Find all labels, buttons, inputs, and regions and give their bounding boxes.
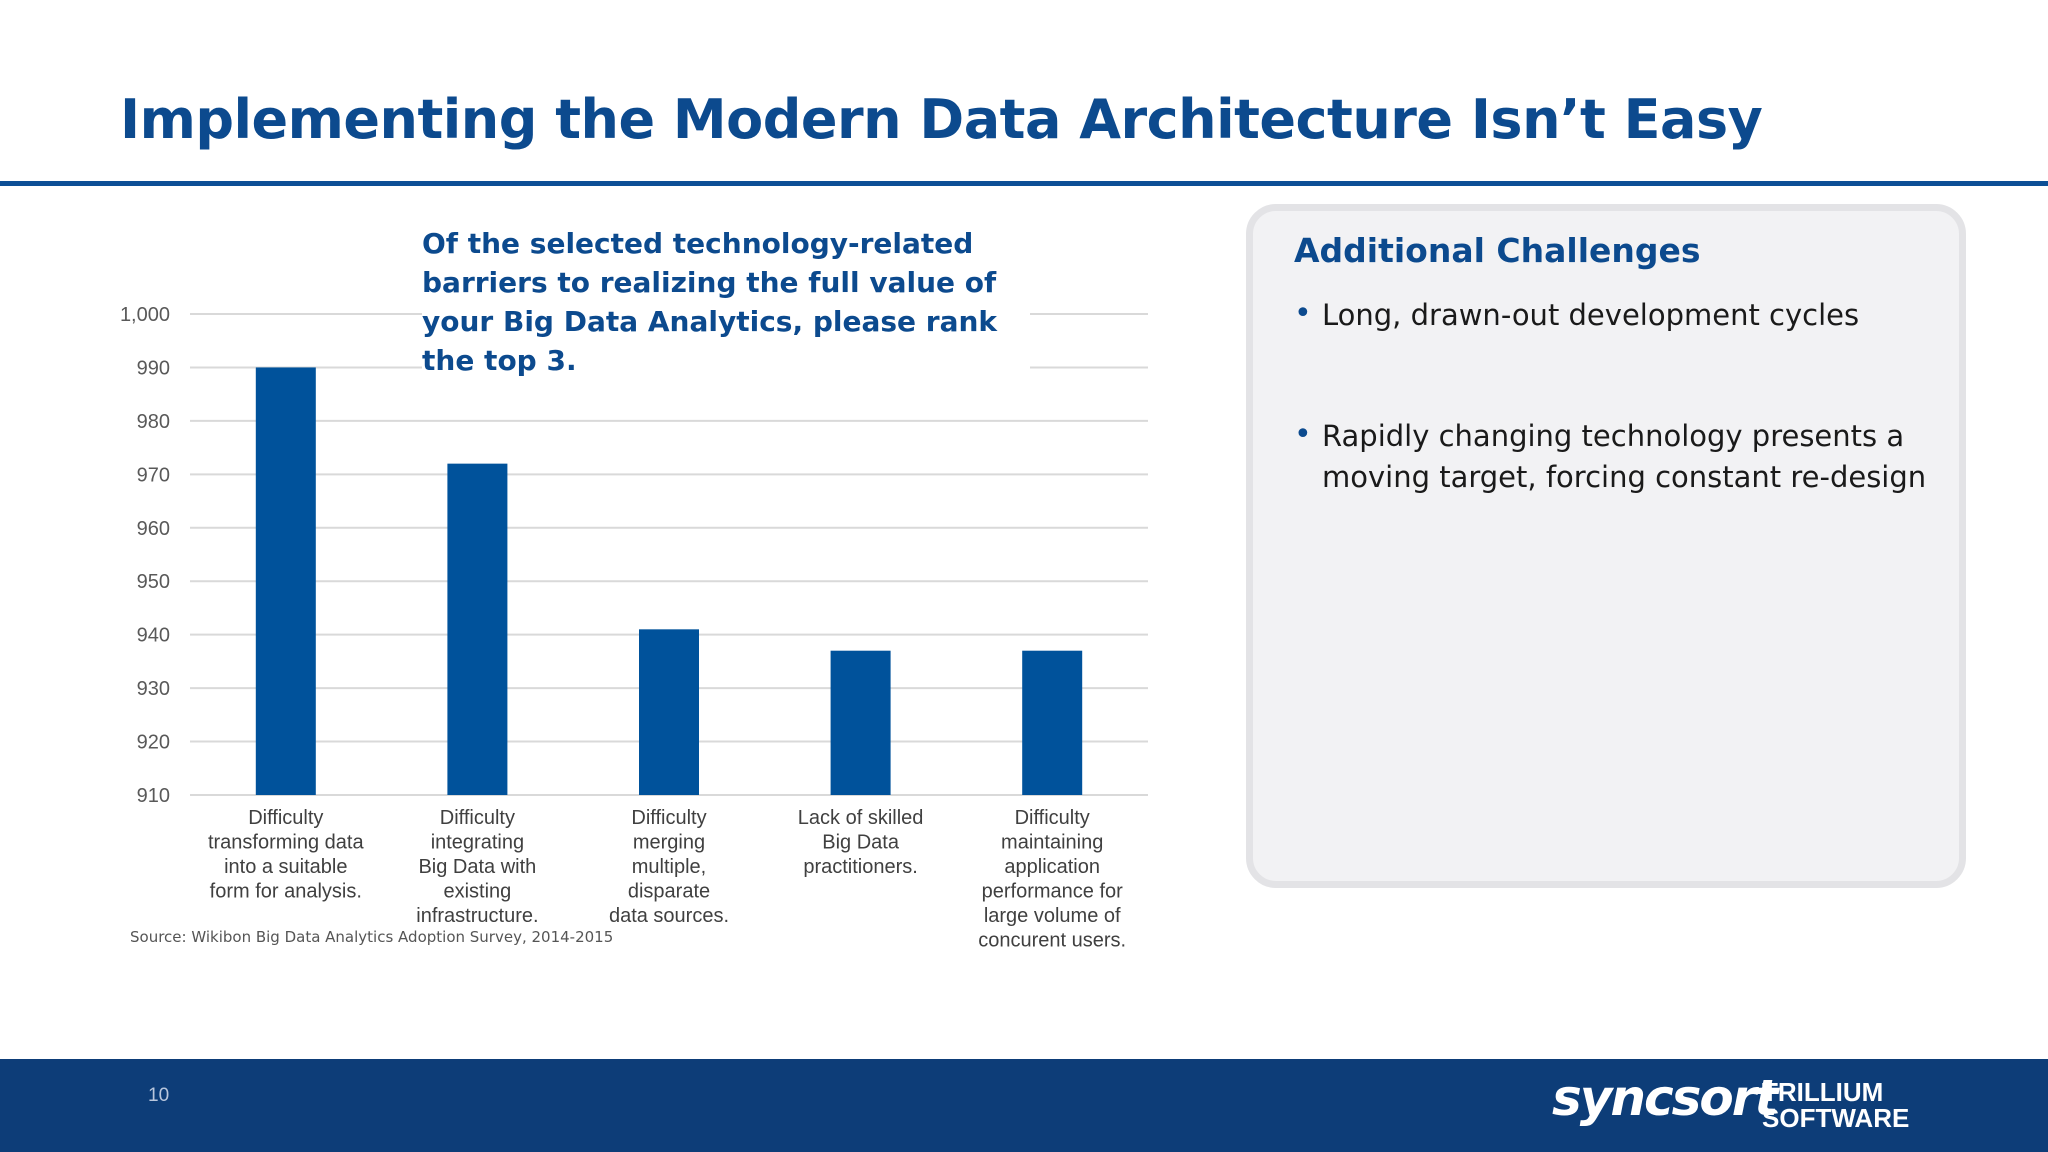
syncsort-logo: syncsort [1552, 1069, 1778, 1127]
y-tick-label: 950 [137, 571, 170, 593]
bullet-dot-icon: • [1294, 417, 1312, 452]
x-category-label: Big Data with [418, 856, 536, 878]
challenge-text: Rapidly changing technology presents a m… [1322, 419, 1927, 494]
y-tick-label: 980 [137, 411, 170, 433]
x-category-label: concurent users. [978, 930, 1126, 952]
y-tick-label: 910 [137, 785, 170, 807]
bar [639, 629, 699, 795]
trillium-software-logo: TRILLIUM SOFTWARE [1762, 1079, 1962, 1131]
x-category-label: practitioners. [803, 856, 918, 878]
panel-title: Additional Challenges [1294, 231, 1701, 270]
x-category-label: form for analysis. [210, 881, 362, 903]
x-category-label: data sources. [609, 905, 729, 927]
x-category-label: existing [443, 881, 511, 903]
y-tick-label: 990 [137, 357, 170, 379]
y-tick-label: 940 [137, 625, 170, 647]
challenge-text: Long, drawn-out development cycles [1322, 298, 1860, 332]
bar [830, 650, 891, 795]
challenge-bullet: • Long, drawn-out development cycles [1294, 295, 1934, 336]
source-note: Source: Wikibon Big Data Analytics Adopt… [130, 928, 614, 946]
x-category-label: performance for [982, 881, 1124, 903]
x-category-label: Difficulty [631, 807, 706, 829]
y-tick-label: 930 [137, 678, 170, 700]
x-category-label: Big Data [822, 832, 900, 854]
x-category-label: transforming data [208, 832, 365, 854]
y-tick-label: 960 [137, 518, 170, 540]
slide-title: Implementing the Modern Data Architectur… [120, 88, 1763, 151]
x-category-label: disparate [628, 881, 710, 903]
page-number: 10 [148, 1085, 170, 1106]
x-category-label: large volume of [984, 905, 1121, 927]
y-tick-label: 920 [137, 732, 170, 754]
trillium-logo-line1: TRILLIUM [1762, 1077, 1884, 1107]
x-category-label: maintaining [1001, 832, 1103, 854]
bar [255, 367, 316, 795]
x-category-label: infrastructure. [416, 905, 538, 927]
bar [447, 463, 508, 795]
x-category-label: Difficulty [440, 807, 515, 829]
bar [1022, 650, 1083, 795]
x-category-label: Difficulty [1015, 807, 1090, 829]
x-category-label: merging [633, 832, 705, 854]
bar-chart: 910 920 930 940 950 960 970 980 990 1,000 Difficul… [110, 220, 1170, 960]
bar-chart-svg: 910 920 930 940 950 960 970 980 990 1,000 Difficul… [120, 304, 1148, 952]
challenge-bullet: • Rapidly changing technology presents a… [1294, 416, 1934, 498]
x-category-label: into a suitable [224, 856, 347, 878]
y-tick-label: 970 [137, 464, 170, 486]
y-tick-label: 1,000 [120, 304, 170, 326]
title-divider [0, 181, 2048, 186]
x-category-label: integrating [431, 832, 524, 854]
x-category-label: Lack of skilled [798, 807, 924, 829]
footer-bar: 10 syncsort TRILLIUM SOFTWARE [0, 1059, 2048, 1152]
survey-question: Of the selected technology-related barri… [422, 224, 1030, 388]
x-category-label: application [1004, 856, 1100, 878]
bullet-dot-icon: • [1294, 296, 1312, 331]
trillium-logo-line2: SOFTWARE [1762, 1103, 1910, 1133]
x-category-label: Difficulty [248, 807, 323, 829]
x-category-label: multiple, [632, 856, 706, 878]
additional-challenges-panel: Additional Challenges • Long, drawn-out … [1246, 204, 1966, 888]
